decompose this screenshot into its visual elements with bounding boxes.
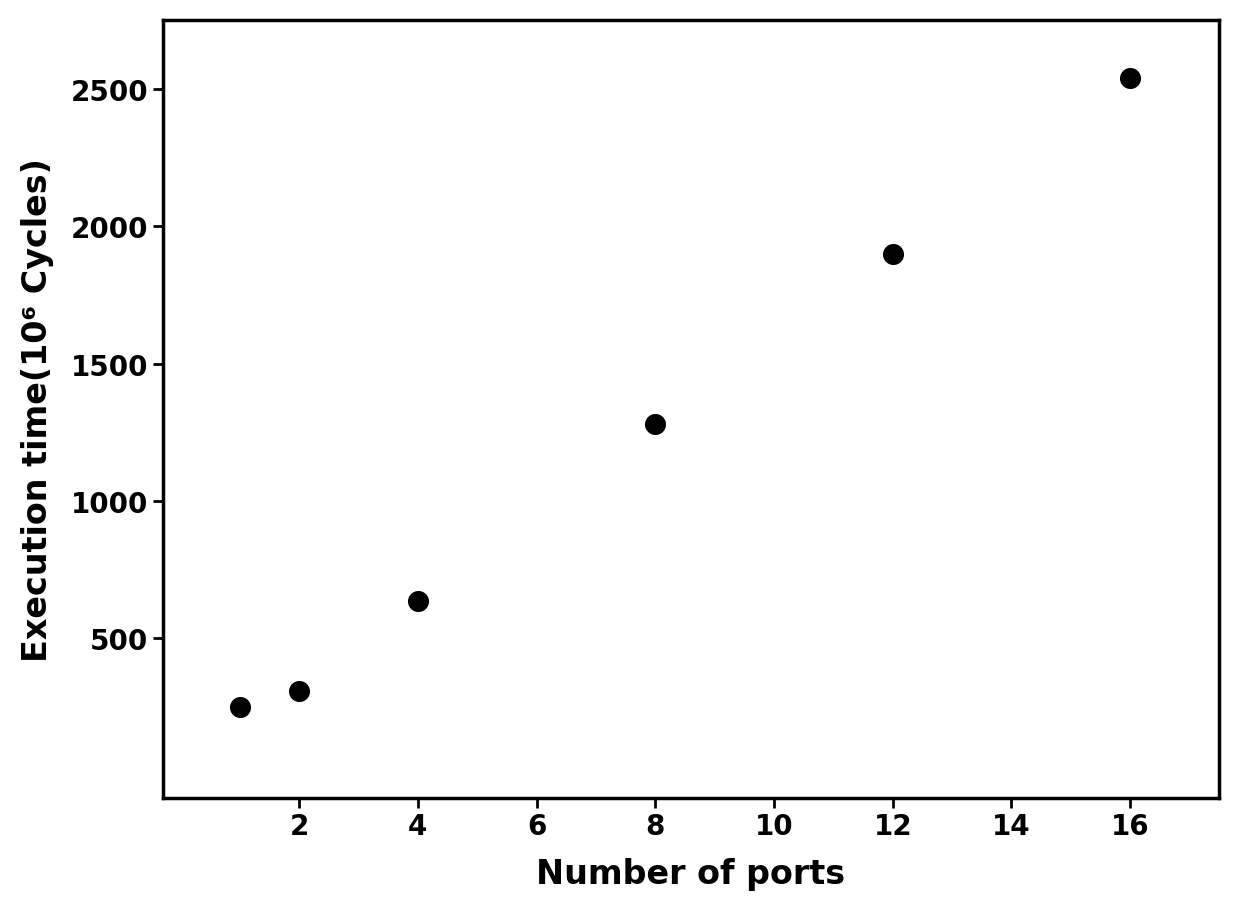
X-axis label: Number of ports: Number of ports	[537, 857, 846, 890]
Point	[289, 683, 309, 698]
Point	[645, 417, 665, 432]
Point	[1120, 71, 1140, 86]
Point	[883, 247, 903, 261]
Point	[408, 594, 428, 609]
Point	[229, 701, 249, 715]
Y-axis label: Execution time(10⁶ Cycles): Execution time(10⁶ Cycles)	[21, 158, 53, 661]
